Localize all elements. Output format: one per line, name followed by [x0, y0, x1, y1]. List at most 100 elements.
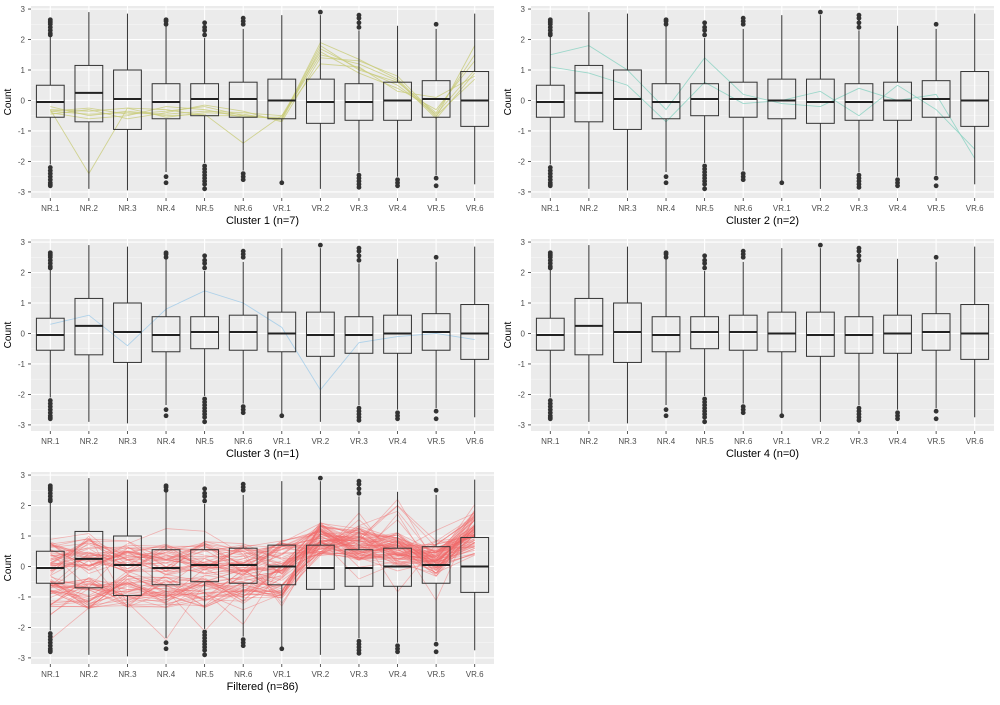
- boxplot-vr-5: [921, 254, 951, 422]
- profile-line: [50, 525, 475, 587]
- profile-line: [50, 535, 475, 606]
- plot-background: [31, 239, 494, 431]
- x-tick-label: VR.1: [773, 437, 791, 446]
- x-tick-label: VR.5: [427, 204, 445, 213]
- boxplot-vr-4: [383, 25, 412, 189]
- boxplot-nr-5: [690, 20, 720, 192]
- outlier-point: [317, 9, 323, 15]
- y-tick-label: -2: [18, 623, 26, 632]
- x-tick-label: VR.6: [966, 204, 984, 213]
- profile-line: [50, 523, 475, 602]
- boxplot-nr-4: [151, 17, 181, 186]
- y-tick-label: 2: [521, 36, 526, 45]
- profile-line: [50, 533, 475, 574]
- outlier-point: [47, 483, 53, 489]
- outlier-point: [240, 410, 246, 416]
- outlier-point: [433, 408, 439, 414]
- profile-line: [50, 512, 475, 577]
- panel-filtered: -3 -2 -1 0 1 2 3 NR.1 NR.2 NR.3 NR.4 NR.5 NR.6 VR.1 VR…: [3, 471, 494, 693]
- profile-line: [50, 518, 475, 607]
- profile-line: [50, 534, 475, 605]
- x-tick-label: VR.4: [889, 437, 907, 446]
- outlier-point: [163, 640, 169, 646]
- outlier-point: [202, 647, 208, 653]
- outlier-point: [47, 17, 53, 23]
- outlier-point: [702, 186, 708, 192]
- outlier-point: [202, 20, 208, 26]
- boxplot-vr-6: [960, 13, 990, 185]
- profile-line: [50, 531, 475, 571]
- boxplot-nr-3: [613, 246, 642, 424]
- profile-line: [50, 531, 475, 575]
- outlier-point: [933, 175, 939, 181]
- y-tick-label: 2: [521, 269, 526, 278]
- boxplot-nr-1: [35, 250, 65, 422]
- x-tick-label: VR.3: [350, 204, 368, 213]
- outlier-point: [202, 253, 208, 259]
- outlier-point: [663, 407, 669, 413]
- panel-cluster-3: -3 -2 -1 0 1 2 3 NR.1 NR.2 NR.3 NR.4 NR.5 NR.6 VR.1 VR…: [3, 238, 494, 460]
- outlier-point: [279, 646, 285, 652]
- boxplot-nr-3: [113, 246, 142, 424]
- boxplot-vr-4: [383, 258, 412, 422]
- y-tick-label: 1: [521, 299, 526, 308]
- outlier-point: [356, 478, 362, 484]
- x-tick-label: NR.6: [734, 437, 753, 446]
- y-tick-label: -1: [18, 593, 26, 602]
- y-axis-title: Count: [3, 554, 14, 581]
- profile-line: [50, 527, 476, 603]
- profile-line: [50, 531, 475, 574]
- outlier-point: [856, 245, 862, 251]
- outlier-point: [395, 649, 400, 655]
- x-tick-label: VR.3: [350, 670, 368, 679]
- outlier-point: [702, 265, 708, 271]
- outlier-point: [356, 253, 362, 259]
- panel-cluster-4: -3 -2 -1 0 1 2 3 NR.1 NR.2 NR.3 NR.4 NR.5 NR.6 VR.1 VR…: [503, 238, 994, 460]
- boxplot-vr-1: [767, 248, 797, 419]
- boxplot-vr-6: [460, 479, 490, 651]
- profile-line: [50, 519, 476, 574]
- profile-line: [50, 519, 475, 570]
- profile-line: [50, 510, 476, 572]
- x-tick-label: NR.5: [196, 670, 215, 679]
- outlier-point: [702, 257, 708, 263]
- boxplot-vr-5: [921, 21, 951, 189]
- outlier-point: [202, 186, 208, 192]
- x-tick-label: VR.1: [273, 437, 291, 446]
- x-tick-label: NR.2: [80, 204, 99, 213]
- outlier-point: [740, 15, 746, 21]
- boxplot-nr-5: [190, 486, 220, 658]
- profile-line: [50, 63, 475, 117]
- plot-background: [31, 472, 494, 664]
- outlier-point: [202, 419, 208, 425]
- outlier-point: [663, 413, 669, 419]
- y-axis-title: Count: [3, 321, 14, 348]
- y-tick-label: 3: [521, 5, 526, 14]
- panel-title: Cluster 4 (n=0): [726, 448, 799, 460]
- profile-line: [50, 527, 475, 576]
- outlier-point: [47, 250, 53, 256]
- outlier-point: [663, 250, 669, 256]
- outlier-point: [163, 180, 169, 186]
- outlier-point: [933, 183, 939, 189]
- profile-line: [50, 528, 475, 616]
- boxplot-vr-1: [267, 481, 297, 652]
- box: [960, 304, 990, 360]
- profile-line: [50, 529, 475, 610]
- profile-line: [50, 526, 475, 615]
- profile-line: [50, 532, 475, 608]
- outlier-point: [202, 652, 208, 658]
- profile-line: [50, 525, 475, 608]
- x-tick-label: NR.6: [234, 204, 253, 213]
- y-tick-label: 3: [21, 238, 26, 247]
- profile-line: [550, 45, 976, 159]
- profile-line: [50, 498, 475, 610]
- x-tick-label: VR.1: [773, 204, 791, 213]
- boxplot-vr-1: [767, 15, 797, 186]
- profile-line: [550, 66, 976, 150]
- outlier-point: [433, 487, 439, 493]
- boxplot-vr-2: [305, 242, 335, 422]
- y-tick-label: 0: [21, 96, 26, 105]
